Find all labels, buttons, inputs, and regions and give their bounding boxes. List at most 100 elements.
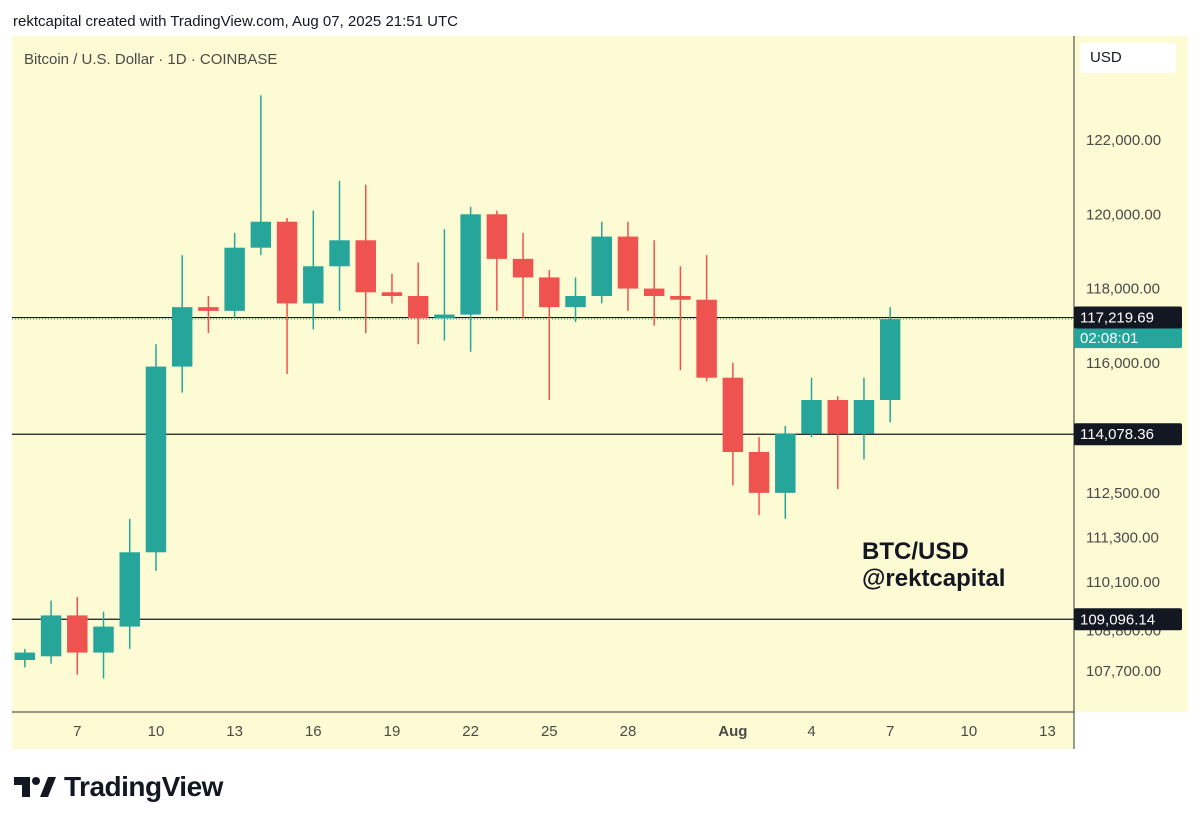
candle-body [643,288,665,296]
candle-body [329,240,350,267]
time-tick-label: 25 [541,723,558,740]
candle [224,232,245,319]
level-labels: 114,078.36109,096.14117,175.9802:08:0111… [1074,306,1182,631]
candle [801,377,822,438]
candle [670,266,691,371]
candle [329,180,350,311]
candle-body [40,615,62,657]
candle-body [303,266,324,304]
candle [722,362,744,486]
time-tick-label: 4 [807,723,815,740]
price-tick-label: 116,000.00 [1086,355,1160,372]
candle-body [250,221,272,248]
candle [748,437,770,516]
candle-body [381,292,403,296]
candle-body [853,400,875,434]
tradingview-logo-icon [14,777,56,797]
symbol-title[interactable]: Bitcoin / U.S. Dollar · 1D · COINBASE [24,51,278,68]
candle-body [198,307,219,311]
candle [853,377,875,460]
time-axis-background [12,712,1074,749]
time-tick-label: 22 [462,723,479,740]
candle-body [460,214,481,315]
candle [827,396,848,490]
candle-body [696,299,717,378]
time-tick-label: 10 [961,723,978,740]
candle [171,255,193,393]
candle [775,426,796,519]
price-tick-label: 110,100.00 [1086,574,1160,591]
price-tick-label: 118,000.00 [1086,281,1160,298]
candle-body [355,240,376,293]
candle [67,596,88,675]
candle [565,277,586,322]
time-tick-label: 16 [305,723,322,740]
attribution-text: rektcapital created with TradingView.com… [13,13,458,30]
candle [119,518,140,649]
candle [696,255,717,382]
time-tick-label: 19 [384,723,401,740]
price-axis-background [1074,36,1188,712]
plot-background [12,36,1074,712]
candle-body [119,552,140,627]
tradingview-logo[interactable]: TradingView [14,771,223,803]
time-tick-label: 7 [73,723,81,740]
chart-area[interactable]: 124,000.00122,000.00120,000.00118,000.00… [0,36,1200,749]
time-tick-label: 10 [148,723,165,740]
watermark-line2: @rektcapital [862,565,1005,592]
candle-body [670,296,691,300]
tradingview-logo-text: TradingView [64,771,223,802]
candle-body [486,214,508,259]
time-tick-label: 13 [226,723,243,740]
candle-body [879,319,901,400]
candle-body [93,626,114,653]
time-axis[interactable]: 7 10 13 16 19 22 25 28 Aug 4 7 10 13 [73,723,1056,740]
candle [643,240,665,326]
candle-body [407,296,429,319]
candle-body [276,221,298,304]
time-tick-label: 28 [620,723,637,740]
candle-body [171,307,193,367]
candle-body [145,366,167,553]
candle [355,184,376,334]
candle-body [224,247,245,311]
candle [512,232,534,319]
candle-body [67,615,88,653]
candle-body [617,236,639,289]
candle-body [801,400,822,434]
candle [276,218,298,374]
price-tick-label: 111,300.00 [1086,529,1159,546]
candlestick-chart[interactable]: 124,000.00122,000.00120,000.00118,000.00… [0,36,1200,749]
countdown-label: 02:08:01 [1080,330,1138,347]
candle [145,344,167,571]
candle [40,600,62,664]
time-tick-label: 7 [886,723,894,740]
candle [303,210,324,330]
candle-body [775,433,796,493]
price-tick-label: 122,000.00 [1086,132,1161,149]
candle [486,210,508,311]
candle-body [539,277,560,308]
watermark-line1: BTC/USD [862,538,969,565]
price-tick-label: 112,500.00 [1086,485,1160,502]
currency-button[interactable]: USD [1080,43,1176,73]
candle [539,270,560,400]
level-label-bg [1074,423,1182,446]
candle [93,611,114,679]
candle [198,296,219,334]
candle-body [512,258,534,278]
time-tick-label: Aug [718,723,747,740]
candle [407,262,429,345]
candle [14,648,36,668]
candle [460,206,481,352]
price-tick-label: 107,700.00 [1086,663,1161,680]
candles-layer [14,95,901,679]
time-tick-label: 13 [1039,723,1056,740]
candle-body [565,296,586,308]
level-label: 109,096.14 [1080,611,1155,628]
candle-body [722,377,744,452]
candle [381,273,403,304]
candle-body [14,652,36,660]
candle-body [827,400,848,434]
candle-body [748,452,770,493]
